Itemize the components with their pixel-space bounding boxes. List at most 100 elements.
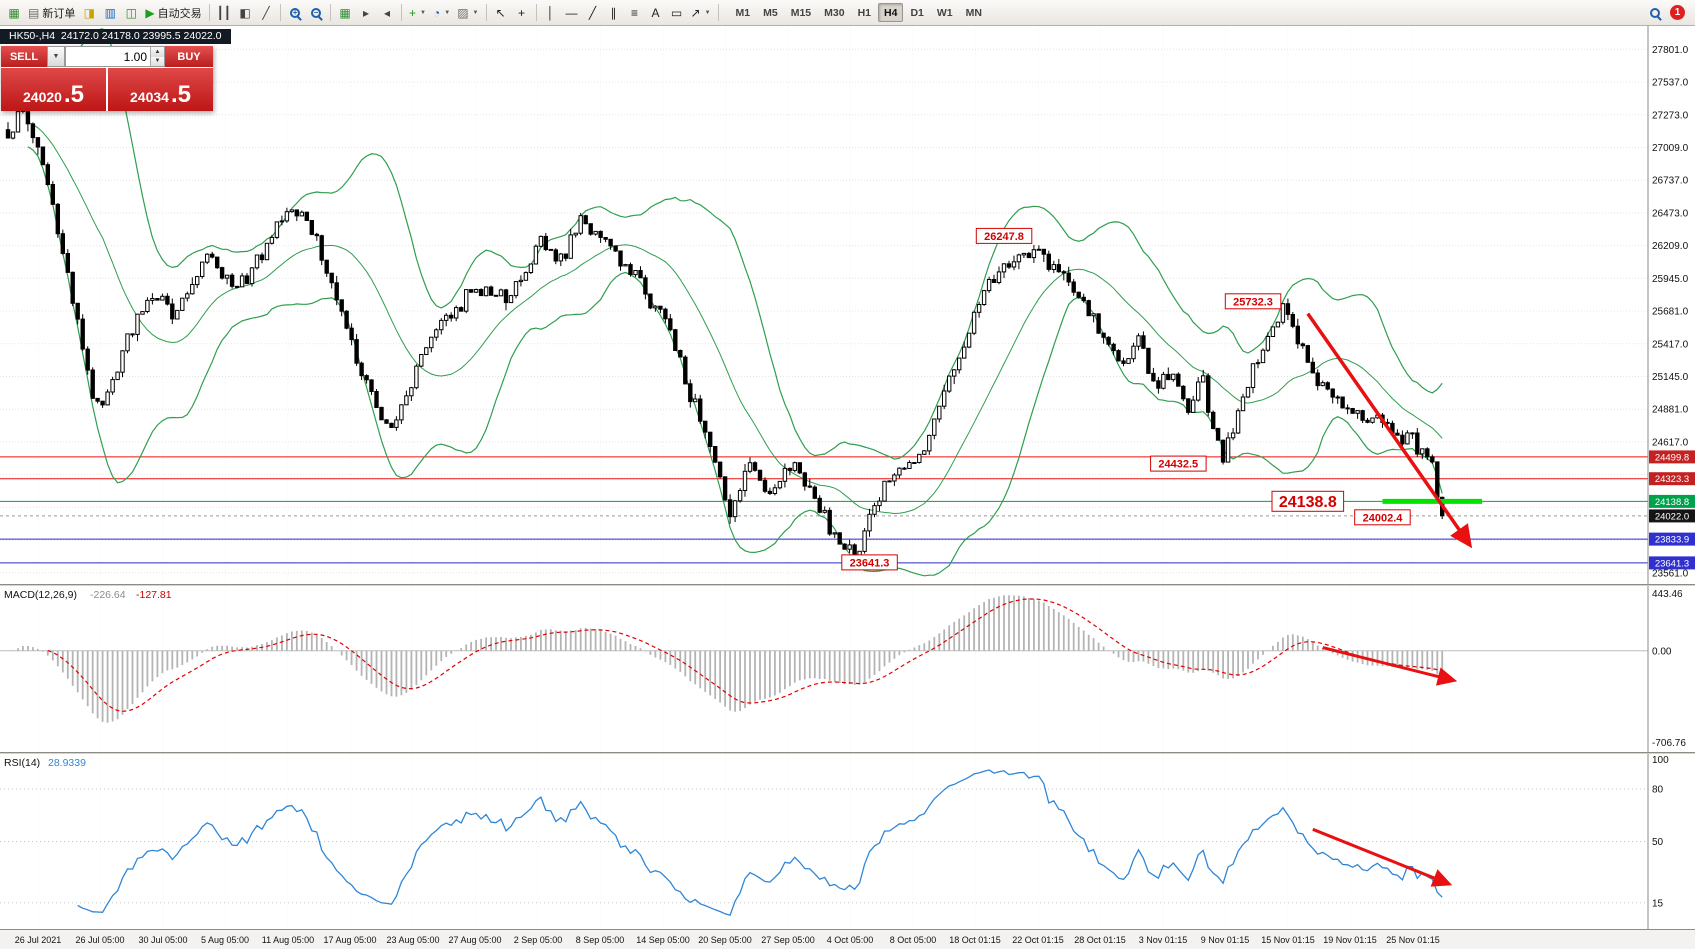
timeframe-m15-button[interactable]: M15 bbox=[790, 6, 812, 19]
data-window-button[interactable]: ◫ bbox=[121, 2, 141, 24]
svg-text:24138.8: 24138.8 bbox=[1655, 497, 1689, 508]
zoom-out-button[interactable]: − bbox=[306, 2, 326, 24]
svg-text:-127.81: -127.81 bbox=[136, 589, 172, 601]
volume-down-button[interactable]: ▼ bbox=[151, 56, 164, 66]
candlestick-mode-button[interactable]: ◧ bbox=[235, 2, 255, 24]
svg-text:24138.8: 24138.8 bbox=[1279, 494, 1337, 511]
macd-indicator-panel[interactable]: 443.46 0.00 -706.76 MACD(12,26,9) -226.64 -12… bbox=[0, 586, 1695, 752]
trend-arrow[interactable] bbox=[1306, 312, 1473, 549]
time-axis-label: 30 Jul 05:00 bbox=[138, 935, 188, 945]
volume-up-button[interactable]: ▲ bbox=[151, 47, 164, 57]
sell-price-display[interactable]: 24020 .5 bbox=[1, 68, 106, 111]
trendline-tool-button[interactable]: ╱ bbox=[583, 2, 603, 24]
text-tool-icon: A bbox=[651, 5, 660, 20]
timeframe-m1-button[interactable]: M1 bbox=[735, 6, 751, 19]
svg-text:26247.8: 26247.8 bbox=[984, 231, 1024, 243]
timeframe-mn-button[interactable]: MN bbox=[965, 6, 982, 19]
trend-arrow[interactable] bbox=[1312, 827, 1453, 887]
volume-stepper: ▲ ▼ bbox=[150, 47, 164, 66]
macd-label: MACD(12,26,9) -226.64 -127.81 bbox=[4, 589, 172, 601]
panel-splitter[interactable] bbox=[0, 584, 1695, 586]
toolbar-separator bbox=[535, 4, 537, 21]
crosshair-button[interactable]: + bbox=[512, 2, 532, 24]
timeframe-m5-button[interactable]: M5 bbox=[763, 6, 778, 19]
toolbar-separator bbox=[401, 4, 403, 21]
toolbar-separator bbox=[208, 4, 210, 21]
auto-trading-button[interactable]: ▶ 自动交易 bbox=[142, 2, 204, 24]
rsi-indicator-panel[interactable]: 100 80 50 15 RSI(14) 28.9339 bbox=[0, 754, 1695, 929]
vertical-line-tool-button[interactable]: │ bbox=[541, 2, 561, 24]
new-chart-button[interactable]: ▦ bbox=[4, 2, 24, 24]
zoom-in-button[interactable]: + bbox=[285, 2, 305, 24]
timeframe-w1-button[interactable]: W1 bbox=[936, 6, 953, 19]
price-callouts[interactable]: 26247.8 25732.3 24432.5 24138.8 24002.4 23641… bbox=[841, 227, 1411, 571]
svg-text:24002.4: 24002.4 bbox=[1363, 512, 1404, 524]
notification-badge[interactable]: 1 bbox=[1670, 5, 1685, 20]
svg-text:24323.3: 24323.3 bbox=[1655, 474, 1689, 485]
label-tool-button[interactable]: ▭ bbox=[667, 2, 687, 24]
horizontal-line-tool-button[interactable]: ― bbox=[562, 2, 582, 24]
rsi-axis: 100 80 50 15 bbox=[1647, 754, 1669, 929]
svg-text:28.9339: 28.9339 bbox=[48, 757, 86, 769]
history-center-icon: ◨ bbox=[83, 5, 96, 20]
bar-chart-mode-button[interactable]: ┃┃ bbox=[214, 2, 234, 24]
periods-button[interactable]: ◔ ▼ bbox=[430, 2, 453, 24]
cursor-icon: ↖ bbox=[495, 5, 506, 20]
buy-price-display[interactable]: 24034 .5 bbox=[108, 68, 213, 111]
volume-input[interactable] bbox=[66, 47, 150, 66]
time-axis-label: 17 Aug 05:00 bbox=[323, 935, 377, 945]
timeframe-d1-button[interactable]: D1 bbox=[910, 6, 924, 19]
chevron-down-icon: ▼ bbox=[420, 9, 426, 16]
label-tool-icon: ▭ bbox=[670, 5, 683, 20]
trendline-tool-icon: ╱ bbox=[588, 5, 597, 20]
indicators-list-icon: + bbox=[409, 5, 417, 20]
new-order-button[interactable]: ▤ 新订单 bbox=[25, 2, 78, 24]
buy-button[interactable]: BUY bbox=[165, 46, 213, 67]
timeframe-h4-button[interactable]: H4 bbox=[878, 3, 904, 22]
channel-tool-button[interactable]: ∥ bbox=[604, 2, 624, 24]
indicators-list-button[interactable]: + ▼ bbox=[406, 2, 429, 24]
rsi-line bbox=[77, 769, 1443, 916]
svg-text:23641.3: 23641.3 bbox=[1655, 558, 1689, 569]
time-axis-label: 27 Sep 05:00 bbox=[761, 935, 815, 945]
svg-text:25732.3: 25732.3 bbox=[1233, 296, 1273, 308]
timeframe-h1-button[interactable]: H1 bbox=[857, 6, 872, 19]
time-axis-label: 4 Oct 05:00 bbox=[826, 935, 874, 945]
market-watch-button[interactable]: ▥ bbox=[100, 2, 120, 24]
arrows-tool-button[interactable]: ↗ ▼ bbox=[688, 2, 714, 24]
timeframe-m30-button[interactable]: M30 bbox=[824, 6, 845, 19]
timeframe-toolbar: M1 M5 M15 M30 H1 H4 D1 W1 MN bbox=[730, 3, 988, 22]
time-axis-label: 9 Nov 01:15 bbox=[1200, 935, 1250, 945]
tile-windows-button[interactable]: ▦ bbox=[335, 2, 355, 24]
top-toolbar: ▦ ▤ 新订单 ◨ ▥ ◫ ▶ 自动交易 ┃┃ ◧ ╱ + − ▦ ▸ ◂ + ▼ ◔ ▼ ▨ ▼ ↖ + │ ― ╱ ∥ ≡ A ▭ ↗ ▼ … bbox=[0, 0, 1695, 26]
svg-text:100: 100 bbox=[1652, 755, 1669, 766]
macd-signal-line bbox=[47, 598, 1443, 712]
time-axis-label: 3 Nov 01:15 bbox=[1138, 935, 1188, 945]
fibonacci-tool-button[interactable]: ≡ bbox=[625, 2, 645, 24]
main-price-chart[interactable]: 26247.8 25732.3 24432.5 24138.8 24002.4 23641… bbox=[0, 26, 1695, 584]
text-tool-button[interactable]: A bbox=[646, 2, 666, 24]
chart-shift-button[interactable]: ◂ bbox=[377, 2, 397, 24]
svg-text:MACD(12,26,9): MACD(12,26,9) bbox=[4, 589, 77, 601]
sell-button[interactable]: SELL bbox=[1, 46, 47, 67]
time-axis-label: 22 Oct 01:15 bbox=[1012, 935, 1064, 945]
panel-splitter[interactable] bbox=[0, 752, 1695, 754]
svg-text:23641.3: 23641.3 bbox=[850, 557, 890, 569]
auto-trading-icon: ▶ bbox=[145, 5, 155, 20]
templates-button[interactable]: ▨ ▼ bbox=[454, 2, 481, 24]
line-chart-mode-button[interactable]: ╱ bbox=[256, 2, 276, 24]
order-type-dropdown[interactable]: ▼ bbox=[47, 46, 65, 67]
svg-text:23833.9: 23833.9 bbox=[1655, 535, 1689, 546]
time-axis-label: 5 Aug 05:00 bbox=[200, 935, 250, 945]
price-axis: 27801.0 27537.0 27273.0 27009.0 26737.0 26473… bbox=[1647, 26, 1695, 584]
time-axis-label: 20 Sep 05:00 bbox=[698, 935, 752, 945]
svg-text:0.00: 0.00 bbox=[1652, 646, 1672, 657]
trend-arrow[interactable] bbox=[1322, 646, 1458, 686]
cursor-button[interactable]: ↖ bbox=[491, 2, 511, 24]
horizontal-levels[interactable] bbox=[0, 456, 1648, 564]
auto-scroll-button[interactable]: ▸ bbox=[356, 2, 376, 24]
time-axis-label: 14 Sep 05:00 bbox=[636, 935, 690, 945]
search-icon[interactable] bbox=[1650, 7, 1660, 18]
time-axis-label: 11 Aug 05:00 bbox=[261, 935, 315, 945]
history-center-button[interactable]: ◨ bbox=[79, 2, 99, 24]
